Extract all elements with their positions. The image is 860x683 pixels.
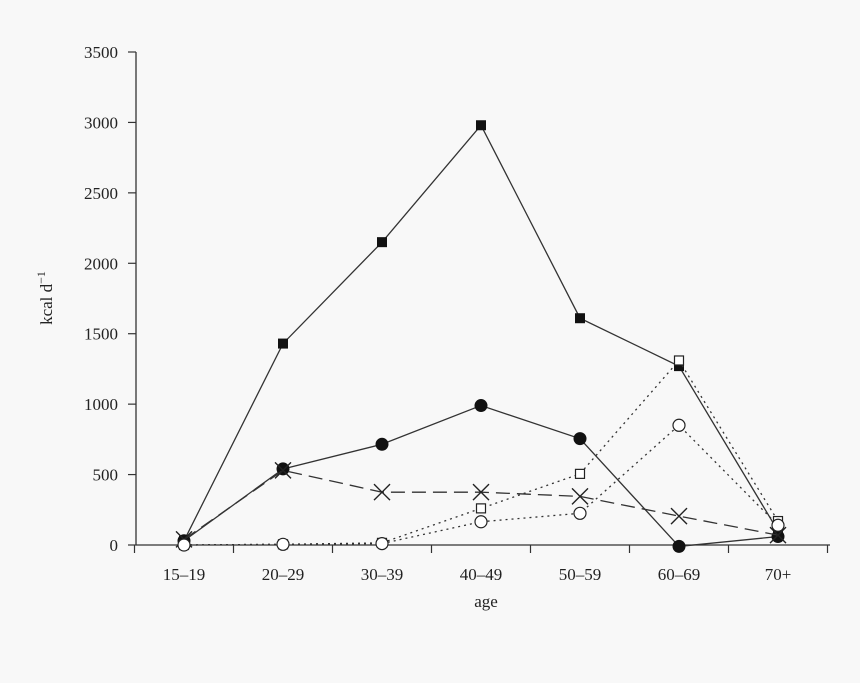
data-point — [771, 530, 785, 544]
series-filled-circle — [177, 399, 785, 553]
y-axis-title-superscript: −1 — [34, 271, 48, 284]
data-point — [177, 538, 191, 552]
series-layer — [175, 120, 787, 553]
data-point — [373, 483, 391, 501]
data-point — [278, 338, 288, 349]
x-tick-label: 20–29 — [262, 565, 305, 584]
x-tick-label: 15–19 — [163, 565, 206, 584]
y-tick-label: 500 — [93, 466, 119, 485]
data-point — [571, 487, 589, 505]
series-open-circle — [177, 418, 785, 552]
data-point — [474, 515, 488, 529]
data-point — [672, 418, 686, 432]
data-point — [575, 313, 585, 324]
data-point — [472, 483, 490, 501]
y-tick-label: 2000 — [84, 254, 118, 273]
y-axis-title-main: kcal d — [37, 283, 56, 325]
data-point — [276, 537, 290, 551]
x-tick-label: 60–69 — [658, 565, 701, 584]
x-axis: 15–19 20–29 30–39 40–49 50–59 60–69 70+ — [133, 544, 830, 584]
data-point — [769, 526, 787, 544]
data-point — [673, 355, 685, 366]
y-tick-label: 1000 — [84, 395, 118, 414]
data-point — [573, 506, 587, 520]
y-tick-label: 3000 — [84, 113, 118, 132]
data-point — [672, 539, 686, 553]
y-tick-label: 3500 — [84, 43, 118, 62]
data-point — [274, 461, 292, 479]
data-point — [476, 120, 486, 131]
data-point — [375, 536, 389, 551]
data-point — [377, 237, 387, 248]
data-point — [474, 399, 488, 413]
x-tick-label: 70+ — [765, 565, 792, 584]
data-point — [574, 468, 586, 479]
data-point — [670, 507, 688, 525]
data-point — [771, 518, 785, 532]
x-axis-title: age — [474, 592, 498, 611]
series-filled-square — [179, 120, 783, 546]
data-point — [475, 503, 487, 514]
y-axis-title: kcal d−1 — [34, 271, 56, 325]
x-tick-label: 50–59 — [559, 565, 602, 584]
data-point — [573, 432, 587, 446]
y-tick-label: 2500 — [84, 184, 118, 203]
data-point — [375, 437, 389, 451]
y-axis: 0 500 1000 1500 2000 2500 3000 3500 — [84, 43, 137, 555]
x-tick-label: 40–49 — [460, 565, 503, 584]
y-tick-label: 0 — [110, 536, 119, 555]
y-tick-label: 1500 — [84, 325, 118, 344]
series-line — [183, 124, 779, 542]
x-tick-label: 30–39 — [361, 565, 404, 584]
data-point — [674, 361, 684, 372]
